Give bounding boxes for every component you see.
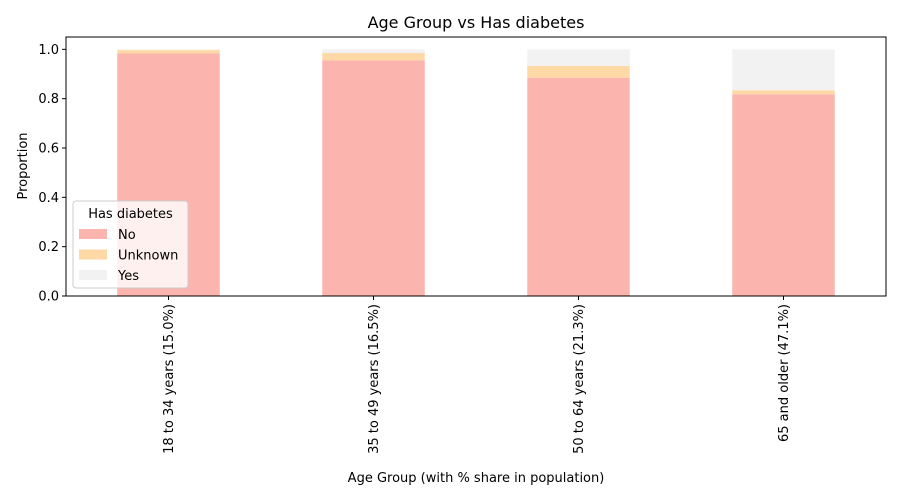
y-tick-label: 1.0 bbox=[38, 43, 59, 58]
bars-group bbox=[117, 49, 835, 296]
y-tick-label: 0.0 bbox=[38, 290, 59, 305]
bar-no-1 bbox=[322, 60, 425, 296]
bar-no-3 bbox=[732, 94, 835, 296]
legend-box bbox=[72, 200, 189, 289]
y-axis: 0.0 0.2 0.4 0.6 0.8 1.0 bbox=[38, 43, 66, 305]
legend-title: Has diabetes bbox=[88, 207, 173, 222]
x-tick-label: 50 to 64 years (21.3%) bbox=[572, 304, 587, 454]
plot-frame bbox=[65, 36, 887, 297]
x-axis: 18 to 34 years (15.0%) 35 to 49 years (16… bbox=[162, 296, 792, 454]
bar-unknown-0 bbox=[117, 50, 220, 54]
y-tick-label: 0.6 bbox=[38, 142, 59, 157]
bar-unknown-3 bbox=[732, 90, 835, 95]
legend-label-no: No bbox=[118, 228, 136, 243]
y-tick-label: 0.2 bbox=[38, 240, 59, 255]
y-tick-label: 0.4 bbox=[38, 191, 59, 206]
x-tick-label: 35 to 49 years (16.5%) bbox=[367, 304, 382, 454]
y-axis-label: Proportion bbox=[16, 132, 31, 199]
legend-label-yes: Yes bbox=[117, 269, 139, 284]
x-tick-label: 18 to 34 years (15.0%) bbox=[162, 304, 177, 454]
x-tick-label: 65 and older (47.1%) bbox=[777, 304, 792, 442]
chart-title: Age Group vs Has diabetes bbox=[368, 13, 585, 32]
bar-unknown-1 bbox=[322, 53, 425, 61]
bar-yes-0 bbox=[117, 49, 220, 51]
legend-label-unknown: Unknown bbox=[118, 249, 178, 264]
x-axis-label: Age Group (with % share in population) bbox=[348, 471, 605, 486]
bar-no-2 bbox=[527, 77, 630, 296]
bar-unknown-2 bbox=[527, 65, 630, 78]
legend-swatch-unknown bbox=[79, 249, 107, 260]
legend: Has diabetes No Unknown Yes bbox=[72, 200, 189, 289]
legend-swatch-no bbox=[79, 229, 107, 239]
bar-yes-1 bbox=[322, 49, 425, 54]
y-tick-label: 0.8 bbox=[38, 92, 59, 107]
bar-yes-2 bbox=[527, 49, 630, 66]
legend-swatch-yes bbox=[79, 270, 107, 280]
bar-yes-3 bbox=[732, 49, 835, 91]
